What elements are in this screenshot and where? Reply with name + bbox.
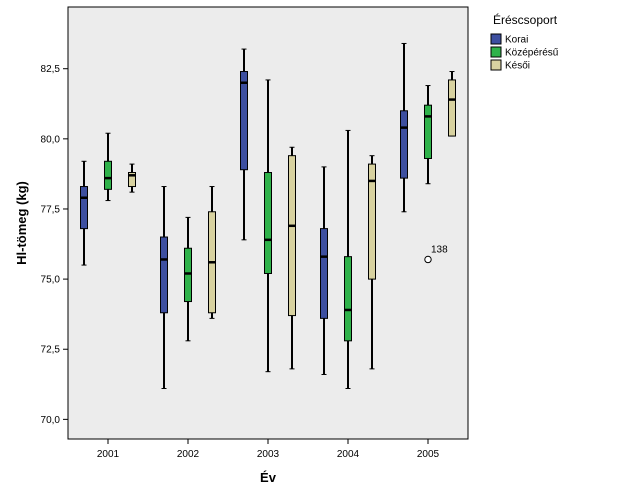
box-2004-1 bbox=[344, 129, 352, 390]
box-2001-2 bbox=[128, 163, 136, 193]
box-2005-1 bbox=[424, 85, 432, 185]
x-tick-label: 2001 bbox=[97, 449, 120, 460]
outlier-label: 138 bbox=[431, 244, 448, 255]
box-iqr bbox=[264, 172, 272, 274]
legend-title: Éréscsoport bbox=[493, 12, 558, 27]
box-iqr bbox=[240, 71, 248, 171]
y-axis: 70,0 72,5 75,0 77,5 80,0 82,5 bbox=[41, 64, 68, 426]
box-2004-2 bbox=[368, 155, 376, 370]
x-axis: 2001 2002 2003 2004 2005 bbox=[97, 439, 440, 460]
x-axis-title: Év bbox=[260, 470, 277, 485]
box-2003-2 bbox=[288, 146, 296, 370]
box-2005-2 bbox=[448, 71, 456, 137]
x-tick-label: 2005 bbox=[417, 449, 440, 460]
boxes-layer: 138 bbox=[80, 42, 456, 390]
box-2001-0 bbox=[80, 160, 88, 266]
outlier-point bbox=[424, 255, 432, 264]
box-2002-2 bbox=[208, 186, 216, 319]
box-iqr bbox=[184, 247, 192, 303]
box-iqr bbox=[368, 163, 376, 280]
y-tick-label: 77,5 bbox=[41, 204, 61, 215]
box-iqr bbox=[80, 186, 88, 230]
legend-swatch bbox=[490, 46, 502, 58]
y-tick-label: 75,0 bbox=[41, 275, 61, 286]
x-tick-label: 2003 bbox=[257, 449, 280, 460]
y-axis-title: Hl-tömeg (kg) bbox=[14, 181, 29, 265]
box-iqr bbox=[424, 104, 432, 159]
box-iqr bbox=[400, 110, 408, 179]
box-iqr bbox=[128, 172, 136, 188]
legend-label: Korai bbox=[505, 35, 528, 46]
box-2002-0 bbox=[160, 186, 168, 390]
x-tick-label: 2004 bbox=[337, 449, 360, 460]
box-2003-0 bbox=[240, 48, 248, 241]
legend: Éréscsoport Korai Középérésű Késői bbox=[490, 12, 559, 72]
box-iqr bbox=[288, 155, 296, 317]
box-2005-0 bbox=[400, 42, 408, 213]
y-tick-label: 82,5 bbox=[41, 64, 61, 75]
legend-swatch bbox=[490, 33, 502, 45]
box-iqr bbox=[104, 160, 112, 190]
y-tick-label: 72,5 bbox=[41, 345, 61, 356]
box-iqr bbox=[160, 236, 168, 314]
box-iqr bbox=[344, 256, 352, 342]
box-2001-1 bbox=[104, 132, 112, 202]
box-2004-0 bbox=[320, 166, 328, 375]
y-tick-label: 80,0 bbox=[41, 134, 61, 145]
box-iqr bbox=[448, 79, 456, 137]
box-iqr bbox=[320, 228, 328, 319]
legend-label: Középérésű bbox=[505, 48, 559, 59]
x-tick-label: 2002 bbox=[177, 449, 200, 460]
box-2003-1 bbox=[264, 79, 272, 373]
legend-swatch bbox=[490, 59, 502, 71]
box-2002-1 bbox=[184, 216, 192, 342]
y-tick-label: 70,0 bbox=[41, 415, 61, 426]
legend-label: Késői bbox=[505, 61, 530, 72]
